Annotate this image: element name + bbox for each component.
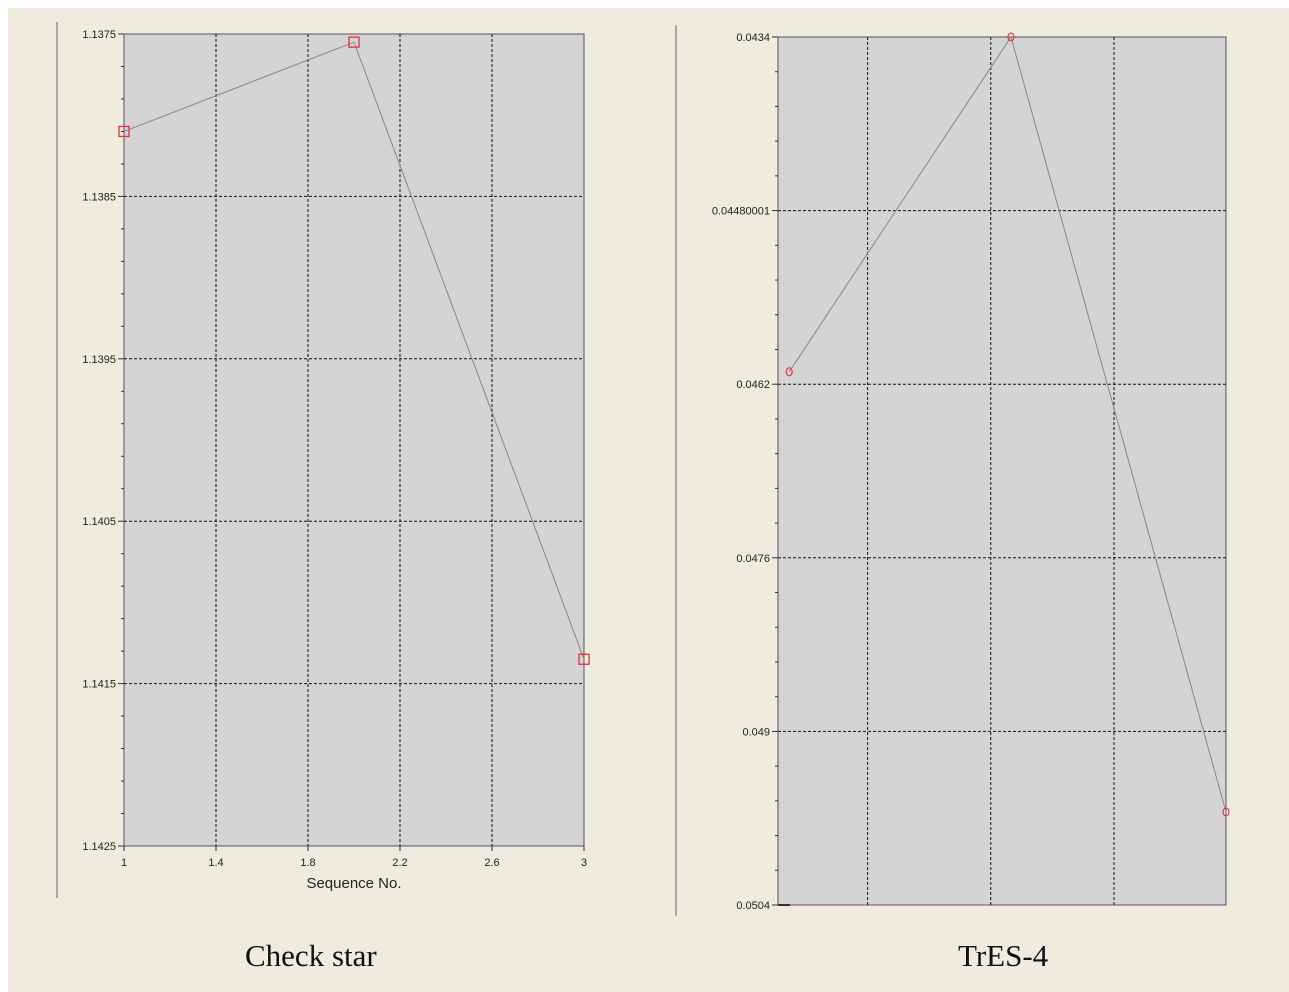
y-tick-label: 1.1425 — [82, 841, 116, 853]
data-point — [118, 125, 130, 138]
data-point — [578, 653, 590, 665]
data-point — [1007, 32, 1015, 42]
y-tick-label: 0.04480001 — [712, 206, 770, 218]
x-axis-label: Sequence No. — [306, 875, 401, 892]
series-line — [123, 41, 585, 660]
y-tick-label: 0.0476 — [736, 553, 770, 565]
y-tick-label: 1.1405 — [82, 516, 116, 528]
data-point — [785, 367, 793, 377]
charts-canvas: 1.1375 1.1385 1.1395 1.1405 1.1415 1.1425 1 1.4… — [56, 22, 1230, 916]
plot-area-0 — [123, 33, 585, 847]
caption-tres-4: TrES-4 — [958, 938, 1049, 973]
caption-check-star: Check star — [245, 938, 377, 973]
figure: 1.1375 1.1385 1.1395 1.1405 1.1415 1.1425 1 1.4… — [8, 8, 1289, 992]
y-tick-label: 0.0462 — [736, 379, 770, 391]
x-tick-label: 1.4 — [208, 857, 223, 869]
x-tick-label: 2.6 — [484, 857, 499, 869]
x-tick-label: 3 — [581, 857, 587, 869]
x-tick-label: 1.8 — [300, 857, 315, 869]
series-line — [788, 35, 1227, 813]
x-tick-label: 2.2 — [392, 857, 407, 869]
y-tick-label: 0.0434 — [736, 32, 770, 44]
x-tick-label: 1 — [121, 857, 127, 869]
y-tick-label: 1.1385 — [82, 191, 116, 203]
y-tick-label: 1.1395 — [82, 354, 116, 366]
y-tick-label: 0.0504 — [736, 900, 770, 912]
y-tick-label: 0.049 — [742, 726, 770, 738]
y-tick-label: 1.1415 — [82, 679, 116, 691]
data-point — [1222, 807, 1230, 817]
data-point — [348, 36, 360, 48]
y-tick-label: 1.1375 — [82, 29, 116, 41]
plot-area-1 — [777, 36, 1227, 906]
